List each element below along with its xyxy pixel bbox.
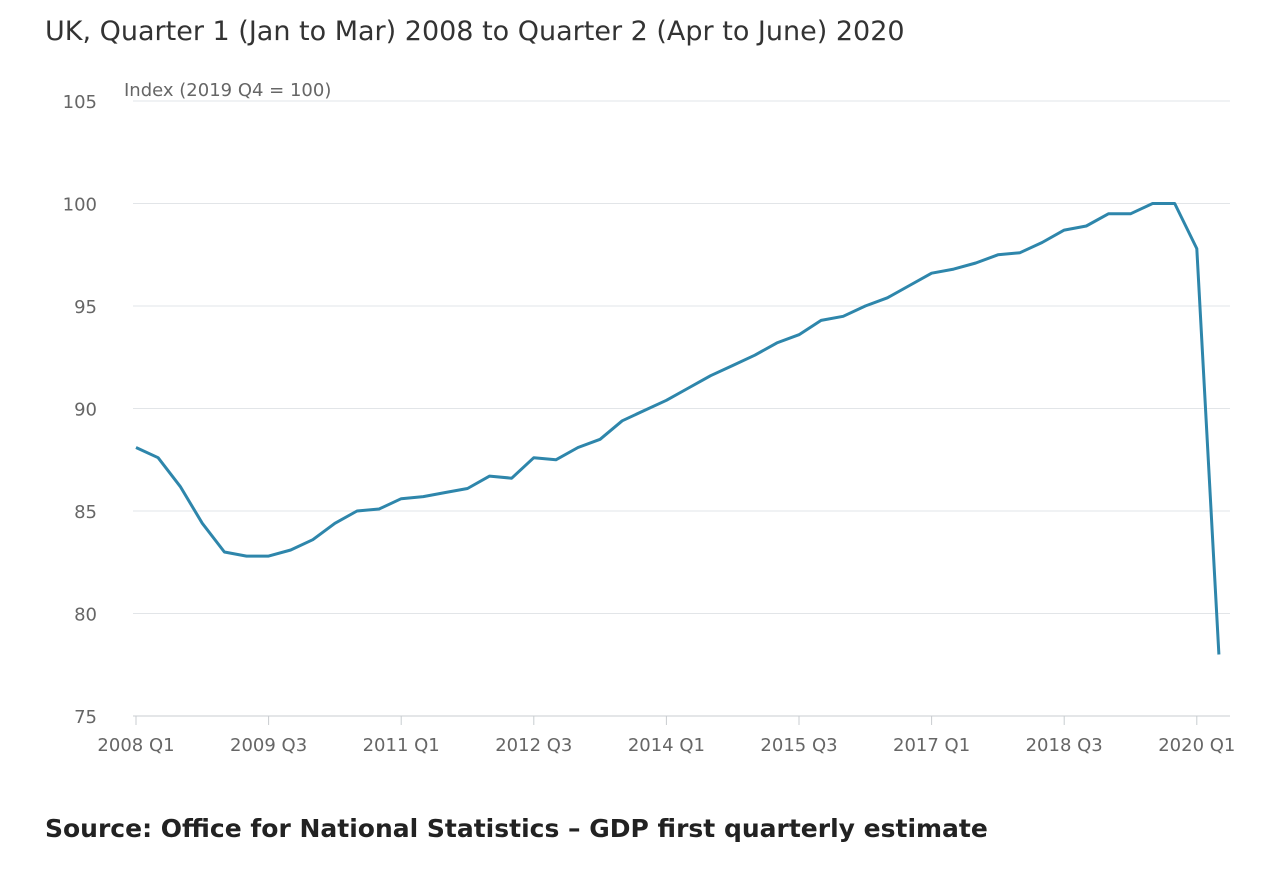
- x-tick-label: 2012 Q3: [495, 735, 572, 756]
- series-line: [135, 202, 1221, 655]
- x-tick-label: 2015 Q3: [760, 735, 837, 756]
- y-tick-label: 85: [74, 502, 97, 523]
- y-tick-label: 75: [74, 707, 97, 728]
- x-axis: 2008 Q1 2009 Q3 2011 Q1 2012 Q3 2014 Q1 2015 …: [97, 716, 1235, 756]
- y-tick-label: 80: [74, 605, 97, 626]
- x-tick-label: 2014 Q1: [628, 735, 705, 756]
- series-line-path: [135, 202, 1221, 655]
- y-axis: 75 80 85 90 95 100 105: [63, 92, 97, 728]
- y-tick-label: 100: [63, 195, 97, 216]
- x-tick-label: 2020 Q1: [1158, 735, 1235, 756]
- x-tick-label: 2018 Q3: [1026, 735, 1103, 756]
- y-tick-label: 95: [74, 297, 97, 318]
- chart-subtitle: UK, Quarter 1 (Jan to Mar) 2008 to Quart…: [45, 16, 905, 47]
- y-axis-label: Index (2019 Q4 = 100): [124, 80, 331, 101]
- line-chart: 75 80 85 90 95 100 105 Index (2019 Q4 = 100) 2…: [63, 80, 1236, 756]
- source-note: Source: Office for National Statistics –…: [45, 814, 988, 843]
- x-tick-label: 2008 Q1: [97, 735, 174, 756]
- x-tick-label: 2009 Q3: [230, 735, 307, 756]
- y-tick-label: 105: [63, 92, 97, 113]
- gridlines: [133, 100, 1230, 717]
- x-tick-label: 2017 Q1: [893, 735, 970, 756]
- y-tick-label: 90: [74, 400, 97, 421]
- x-tick-label: 2011 Q1: [363, 735, 440, 756]
